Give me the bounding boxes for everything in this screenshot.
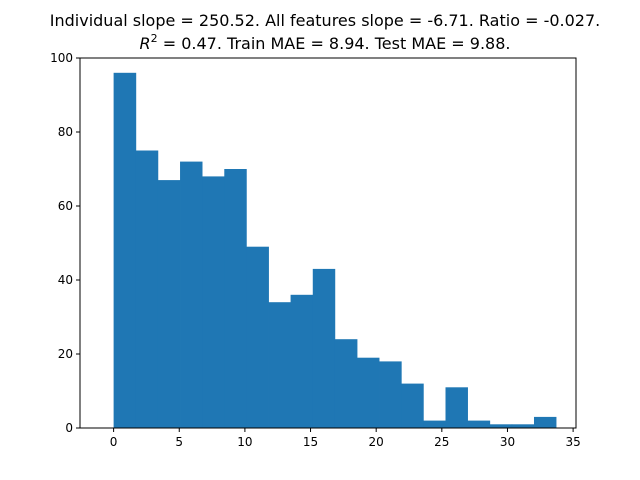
y-axis-ticks: 0 20 40 60 80 100 <box>50 51 80 435</box>
histogram-bar <box>268 302 291 428</box>
histogram-bar <box>445 387 468 428</box>
chart-title-line-1: Individual slope = 250.52. All features … <box>50 11 600 30</box>
x-axis-ticks: 0 5 10 15 20 25 30 35 <box>110 428 581 449</box>
y-tick-label: 20 <box>58 347 73 361</box>
r-squared-exponent: 2 <box>151 32 158 45</box>
histogram-bar <box>401 383 424 428</box>
x-tick-label: 10 <box>237 435 252 449</box>
x-tick-label: 15 <box>303 435 318 449</box>
x-tick-label: 30 <box>500 435 515 449</box>
y-tick-label: 0 <box>65 421 73 435</box>
histogram-bar <box>224 169 247 428</box>
histogram-bar <box>423 420 446 428</box>
bars-group <box>113 72 557 429</box>
y-tick-label: 100 <box>50 51 73 65</box>
y-tick-label: 40 <box>58 273 73 287</box>
histogram-bar <box>357 357 380 428</box>
r-squared-symbol: R <box>140 34 151 53</box>
x-tick-label: 0 <box>110 435 118 449</box>
histogram-bar <box>511 424 535 428</box>
histogram-bar <box>312 268 336 428</box>
x-tick-label: 5 <box>175 435 183 449</box>
x-tick-label: 20 <box>369 435 384 449</box>
histogram-bar <box>246 246 269 428</box>
histogram-bar <box>202 176 225 428</box>
histogram-bar <box>379 361 402 428</box>
histogram-bar <box>135 150 159 428</box>
histogram-bar <box>489 424 513 428</box>
histogram-bar <box>467 420 491 428</box>
histogram-bar <box>180 161 203 428</box>
histogram-bar <box>113 72 137 429</box>
y-tick-label: 60 <box>58 199 73 213</box>
chart-title-line-2-rest: = 0.47. Train MAE = 8.94. Test MAE = 9.8… <box>158 34 511 53</box>
x-tick-label: 25 <box>434 435 449 449</box>
histogram-bar <box>533 416 557 428</box>
chart-title-line-2: R2 = 0.47. Train MAE = 8.94. Test MAE = … <box>140 32 511 53</box>
x-tick-label: 35 <box>565 435 580 449</box>
plot-frame <box>79 57 577 429</box>
histogram-bar <box>290 294 314 428</box>
histogram-bar <box>157 180 181 428</box>
histogram-bar <box>334 339 358 428</box>
y-tick-label: 80 <box>58 125 73 139</box>
